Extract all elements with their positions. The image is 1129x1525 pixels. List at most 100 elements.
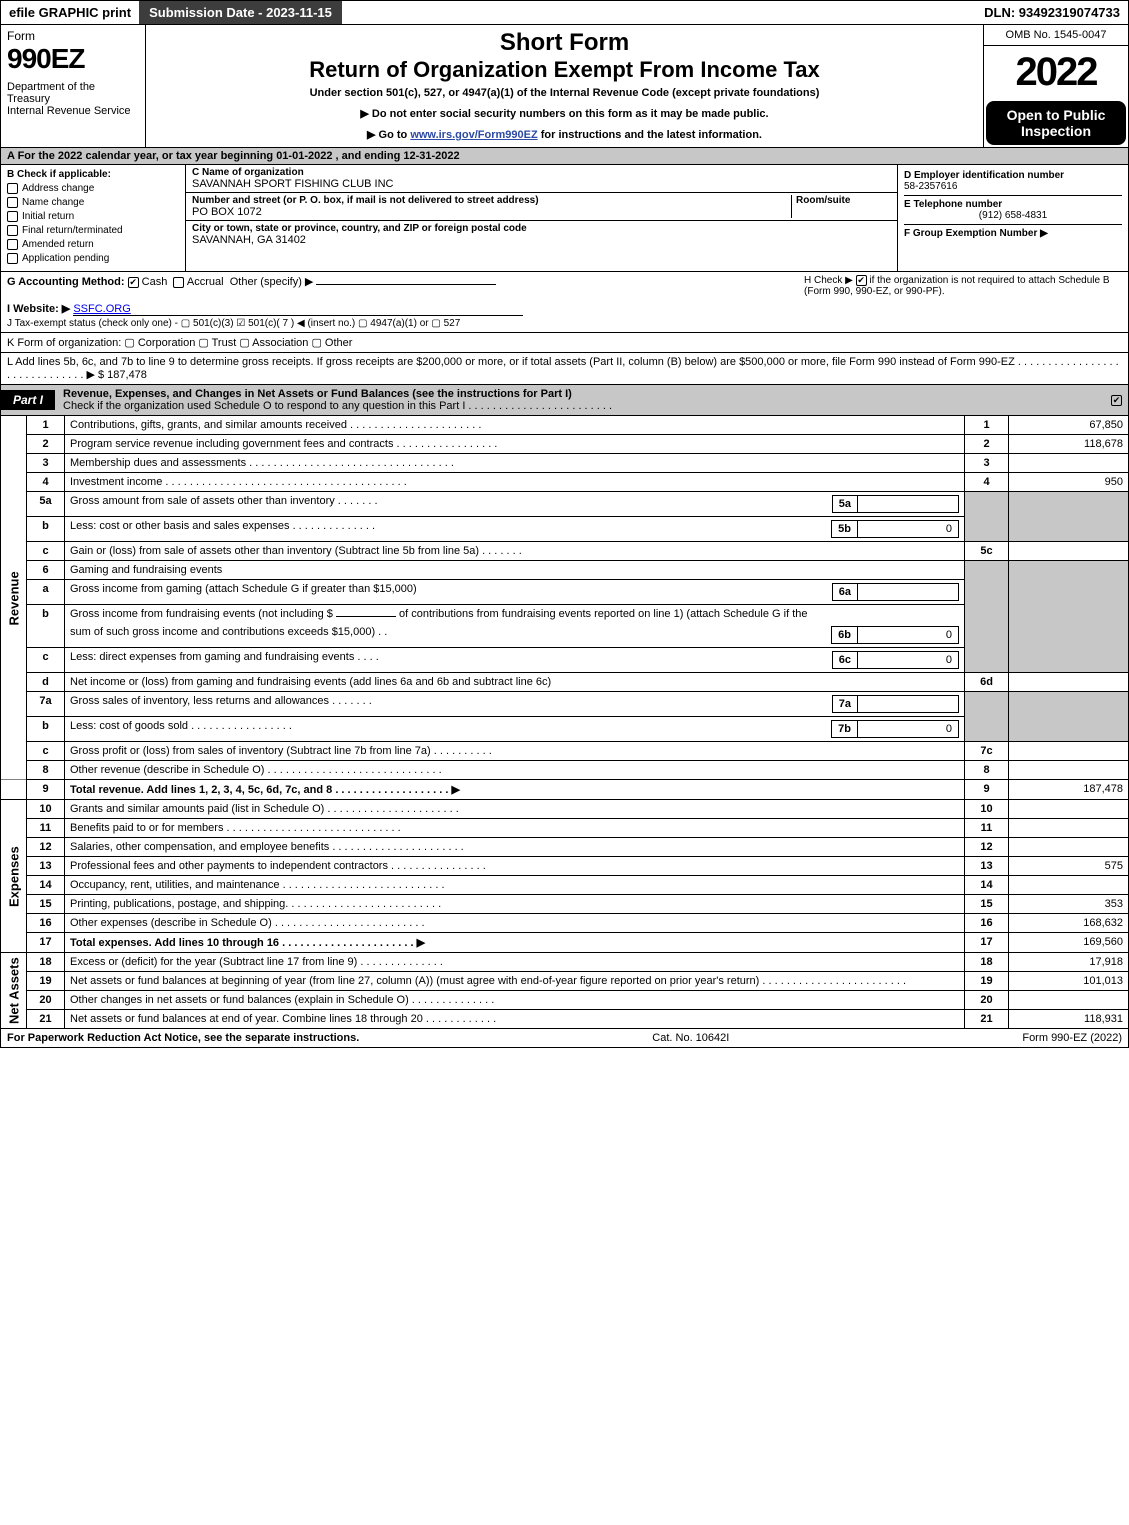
- website-link[interactable]: SSFC.ORG: [73, 303, 523, 316]
- chk-schedule-b[interactable]: [856, 275, 867, 286]
- org-city: SAVANNAH, GA 31402: [192, 234, 306, 246]
- line-6-desc: Gaming and fundraising events: [65, 561, 965, 580]
- line-2-col: 2: [965, 435, 1009, 454]
- row-g-h: G Accounting Method: Cash Accrual Other …: [0, 272, 1129, 333]
- tax-year: 2022: [984, 46, 1128, 99]
- lbl-name-change: Name change: [22, 197, 84, 208]
- line-5a-num: 5a: [27, 492, 65, 517]
- col-b-header: B Check if applicable:: [7, 169, 179, 180]
- addr-label: Number and street (or P. O. box, if mail…: [192, 195, 539, 206]
- i-label: I Website: ▶: [7, 303, 70, 315]
- line-20-desc: Other changes in net assets or fund bala…: [65, 991, 965, 1010]
- chk-amended-return[interactable]: [7, 239, 18, 250]
- line-11-desc: Benefits paid to or for members . . . . …: [65, 819, 965, 838]
- line-6d-desc: Net income or (loss) from gaming and fun…: [65, 673, 965, 692]
- omb-number: OMB No. 1545-0047: [984, 25, 1128, 46]
- room-label: Room/suite: [796, 195, 850, 206]
- line-8-num: 8: [27, 761, 65, 780]
- irs-link[interactable]: www.irs.gov/Form990EZ: [410, 129, 537, 141]
- line-8-col: 8: [965, 761, 1009, 780]
- line-3-col: 3: [965, 454, 1009, 473]
- j-text: J Tax-exempt status (check only one) - ▢…: [7, 318, 460, 329]
- note-post: for instructions and the latest informat…: [538, 129, 762, 141]
- g-label: G Accounting Method:: [7, 276, 125, 288]
- lbl-other-specify: Other (specify) ▶: [230, 276, 314, 288]
- line-10-col: 10: [965, 800, 1009, 819]
- header-left: Form 990EZ Department of the Treasury In…: [1, 25, 146, 147]
- line-6c-desc: Less: direct expenses from gaming and fu…: [65, 648, 965, 673]
- line-5ab-graycol: [965, 492, 1009, 542]
- line-12-amt: [1009, 838, 1129, 857]
- revenue-section-label: Revenue: [1, 416, 27, 780]
- line-13-num: 13: [27, 857, 65, 876]
- line-11-amt: [1009, 819, 1129, 838]
- chk-initial-return[interactable]: [7, 211, 18, 222]
- line-6a-text: Gross income from gaming (attach Schedul…: [70, 583, 417, 595]
- efile-label[interactable]: efile GRAPHIC print: [1, 1, 139, 24]
- line-5c-amt: [1009, 542, 1129, 561]
- line-9-num: 9: [27, 780, 65, 800]
- chk-address-change[interactable]: [7, 183, 18, 194]
- lbl-application-pending: Application pending: [22, 253, 109, 264]
- org-name: SAVANNAH SPORT FISHING CLUB INC: [192, 178, 394, 190]
- note-link: ▶ Go to www.irs.gov/Form990EZ for instru…: [154, 128, 975, 141]
- line-7b-desc: Less: cost of goods sold . . . . . . . .…: [65, 717, 965, 742]
- line-4-col: 4: [965, 473, 1009, 492]
- lbl-accrual: Accrual: [187, 276, 224, 288]
- line-12-col: 12: [965, 838, 1009, 857]
- chk-cash[interactable]: [128, 277, 139, 288]
- line-19-num: 19: [27, 972, 65, 991]
- line-6b-text1: Gross income from fundraising events (no…: [70, 608, 333, 620]
- sub-6b-lbl: 6b: [832, 627, 858, 643]
- line-6c-num: c: [27, 648, 65, 673]
- expenses-section-label: Expenses: [1, 800, 27, 953]
- line-6d-amt: [1009, 673, 1129, 692]
- line-15-amt: 353: [1009, 895, 1129, 914]
- line-4-amt: 950: [1009, 473, 1129, 492]
- line-6d-col: 6d: [965, 673, 1009, 692]
- lines-table: Revenue 1 Contributions, gifts, grants, …: [0, 416, 1129, 1029]
- line-17-amt: 169,560: [1009, 933, 1129, 953]
- chk-name-change[interactable]: [7, 197, 18, 208]
- line-20-num: 20: [27, 991, 65, 1010]
- line-18-desc: Excess or (deficit) for the year (Subtra…: [65, 953, 965, 972]
- l-amount: 187,478: [107, 369, 147, 381]
- line-6-graycol: [965, 561, 1009, 673]
- row-h: H Check ▶ if the organization is not req…: [798, 272, 1128, 332]
- sub-5b-lbl: 5b: [832, 521, 858, 537]
- col-c: C Name of organization SAVANNAH SPORT FI…: [186, 165, 898, 271]
- chk-schedule-o[interactable]: [1111, 395, 1122, 406]
- line-18-amt: 17,918: [1009, 953, 1129, 972]
- sub-6c-val: 0: [858, 652, 958, 668]
- line-6b-text3: sum of such gross income and contributio…: [70, 626, 387, 638]
- line-7b-text: Less: cost of goods sold . . . . . . . .…: [70, 720, 292, 732]
- lbl-final-return: Final return/terminated: [22, 225, 123, 236]
- col-b: B Check if applicable: Address change Na…: [1, 165, 186, 271]
- lbl-cash: Cash: [142, 276, 168, 288]
- line-6-grayamt: [1009, 561, 1129, 673]
- top-bar: efile GRAPHIC print Submission Date - 20…: [0, 0, 1129, 25]
- chk-final-return[interactable]: [7, 225, 18, 236]
- chk-accrual[interactable]: [173, 277, 184, 288]
- line-7c-amt: [1009, 742, 1129, 761]
- line-9-desc: Total revenue. Add lines 1, 2, 3, 4, 5c,…: [65, 780, 965, 800]
- line-13-desc: Professional fees and other payments to …: [65, 857, 965, 876]
- part-i-title: Revenue, Expenses, and Changes in Net As…: [55, 385, 1111, 415]
- line-6d-num: d: [27, 673, 65, 692]
- line-19-amt: 101,013: [1009, 972, 1129, 991]
- part-i-title-text: Revenue, Expenses, and Changes in Net As…: [63, 388, 572, 400]
- line-21-amt: 118,931: [1009, 1010, 1129, 1029]
- sub-6a-lbl: 6a: [833, 584, 858, 600]
- sub-6c-lbl: 6c: [833, 652, 858, 668]
- col-d: D Employer identification number 58-2357…: [898, 165, 1128, 271]
- line-11-num: 11: [27, 819, 65, 838]
- line-1-col: 1: [965, 416, 1009, 435]
- city-label: City or town, state or province, country…: [192, 223, 527, 234]
- chk-application-pending[interactable]: [7, 253, 18, 264]
- part-i-check: Check if the organization used Schedule …: [63, 400, 612, 412]
- row-g: G Accounting Method: Cash Accrual Other …: [1, 272, 798, 332]
- line-19-desc: Net assets or fund balances at beginning…: [65, 972, 965, 991]
- h-text3: (Form 990, 990-EZ, or 990-PF).: [804, 286, 945, 297]
- line-19-col: 19: [965, 972, 1009, 991]
- h-text2: if the organization is not required to a…: [869, 275, 1109, 286]
